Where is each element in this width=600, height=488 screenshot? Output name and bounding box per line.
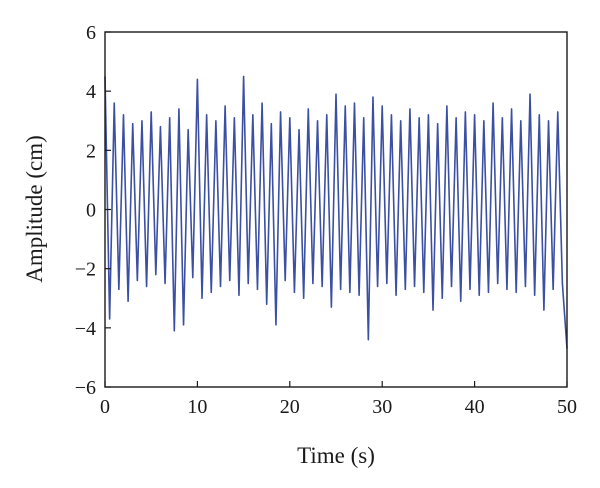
- y-axis-ticks: −6 −4 −2 0 2 4 6: [75, 22, 111, 399]
- x-axis-label: Time (s): [297, 443, 375, 468]
- y-tick-label: −6: [75, 377, 96, 399]
- plot-frame: [104, 31, 568, 388]
- x-axis-ticks: 0 10 20 30 40 50: [100, 381, 577, 418]
- y-tick-label: 6: [86, 22, 96, 44]
- x-tick-label: 50: [557, 396, 577, 418]
- x-tick-label: 40: [465, 396, 485, 418]
- y-tick-label: −4: [75, 318, 96, 340]
- data-layer: [104, 75, 568, 349]
- y-tick-label: 2: [86, 140, 96, 162]
- x-tick-label: 20: [280, 396, 300, 418]
- y-tick-label: 0: [86, 200, 96, 222]
- x-tick-label: 10: [187, 396, 207, 418]
- x-tick-label: 0: [100, 396, 110, 418]
- y-tick-label: 4: [86, 81, 96, 103]
- y-tick-label: −2: [75, 259, 96, 281]
- y-axis-label: Amplitude (cm): [22, 135, 47, 283]
- x-tick-label: 30: [372, 396, 392, 418]
- series-line-0: [104, 75, 568, 349]
